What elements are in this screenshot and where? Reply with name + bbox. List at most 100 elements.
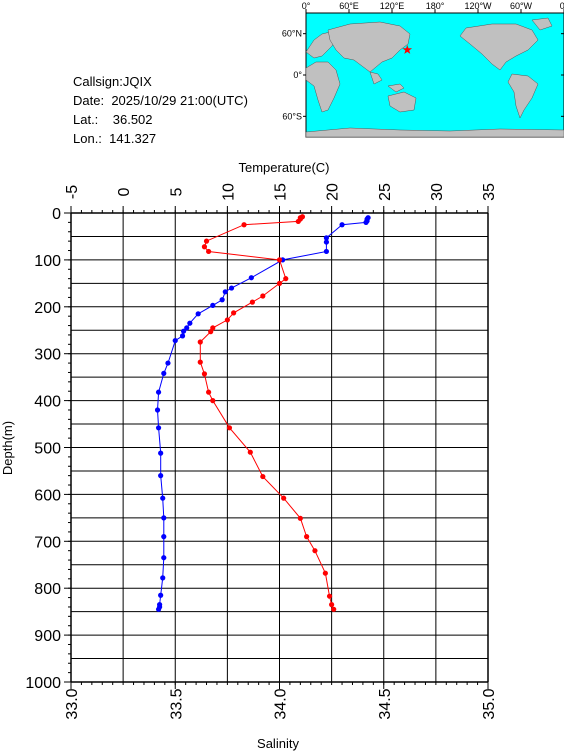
map-lat-tick-label: 60°S: [282, 111, 302, 121]
salinity-point: [329, 602, 335, 608]
map-lon-tick-label: 60°W: [510, 1, 533, 11]
temperature-point: [160, 495, 166, 501]
salinity-point: [249, 299, 255, 305]
salinity-axis-label: Salinity: [257, 736, 299, 751]
temperature-tick-label: 20: [325, 183, 342, 201]
temperature-point: [161, 534, 167, 540]
date-row: Date: 2025/10/29 21:00(UTC): [73, 91, 248, 110]
temperature-point: [219, 297, 225, 303]
lon-label: Lon.:: [73, 131, 102, 146]
temperature-point: [323, 248, 330, 255]
salinity-point: [295, 218, 301, 225]
salinity-point: [201, 244, 208, 250]
temperature-point: [161, 370, 167, 376]
temperature-axis-label: Temperature(C): [238, 160, 329, 175]
temperature-tick-label: 35: [481, 183, 498, 201]
depth-axis-label: Depth(m): [0, 421, 15, 475]
chart-grid: [70, 212, 489, 683]
temperature-point: [154, 407, 161, 413]
salinity-point: [260, 473, 266, 480]
depth-tick-label: 100: [34, 253, 61, 270]
map-lon-tick-label: 60°E: [339, 1, 359, 11]
depth-tick-label: 800: [34, 581, 61, 598]
depth-tick-label: 700: [34, 534, 61, 551]
temperature-tick-label: 5: [168, 187, 185, 196]
salinity-point: [276, 280, 283, 286]
lat-row: Lat.: 36.502: [73, 110, 248, 129]
depth-tick-label: 400: [34, 394, 61, 411]
temperature-tick-label: 0: [116, 187, 133, 196]
temperature-point: [184, 325, 190, 331]
salinity-point: [231, 310, 237, 316]
salinity-point: [331, 606, 337, 612]
depth-tick-label: 500: [34, 441, 61, 458]
world-map-svg: 0° 60°E 120°E 180° 120°W 60°W 0° 60°N 0° 60°S: [282, 1, 564, 138]
salinity-point: [226, 425, 233, 431]
chart-ticks: [64, 206, 489, 689]
salinity-point: [203, 238, 210, 244]
temperature-point: [180, 328, 187, 334]
map-land: [305, 17, 564, 138]
temperature-point: [222, 289, 228, 295]
salinity-point: [283, 276, 289, 282]
salinity-point: [247, 449, 253, 455]
temperature-point: [339, 222, 345, 228]
map-lon-tick-label: 0°: [302, 1, 311, 11]
lat-value: 36.502: [112, 112, 153, 127]
lat-label: Lat.:: [73, 112, 99, 127]
temperature-point: [160, 575, 166, 581]
depth-tick-label: 900: [34, 628, 61, 645]
temperature-point: [161, 515, 167, 521]
temperature-point: [158, 450, 164, 456]
temperature-tick-label: 30: [429, 183, 446, 201]
salinity-point: [304, 534, 310, 540]
depth-tick-label: 200: [34, 300, 61, 317]
salinity-tick-label: 33.0: [64, 688, 81, 719]
lon-value: 141.327: [109, 131, 157, 146]
temperature-point: [158, 473, 164, 479]
temperature-point: [323, 239, 330, 245]
temperature-point: [187, 320, 193, 326]
depth-tick-label: 1000: [25, 675, 61, 692]
chart-series: [154, 214, 371, 612]
temperature-point: [155, 389, 162, 395]
lon-row: Lon.: 141.327: [73, 129, 248, 148]
salinity-point: [197, 359, 203, 365]
salinity-point: [260, 293, 266, 299]
temperature-point: [165, 360, 171, 366]
depth-tick-label: 600: [34, 487, 61, 504]
temperature-point: [172, 337, 178, 344]
salinity-point: [312, 548, 318, 554]
map-lat-tick-label: 0°: [293, 70, 302, 80]
temperature-point: [210, 302, 216, 308]
salinity-point: [208, 329, 214, 335]
temperature-point: [195, 311, 201, 317]
salinity-point: [322, 570, 328, 576]
temperature-point: [363, 219, 369, 225]
temperature-point: [155, 606, 162, 612]
depth-tick-label: 0: [52, 206, 61, 223]
callsign-value: JQIX: [122, 74, 152, 89]
salinity-point: [297, 515, 303, 521]
map-lon-tick-label: 180°: [426, 1, 445, 11]
salinity-point: [206, 248, 212, 255]
temperature-tick-label: -5: [64, 185, 81, 199]
temperature-point: [228, 285, 235, 291]
salinity-point: [281, 495, 287, 501]
callsign-row: Callsign:JQIX: [73, 72, 248, 91]
salinity-tick-label: 33.5: [168, 688, 185, 719]
salinity-point: [326, 593, 333, 599]
date-label: Date:: [73, 93, 105, 108]
map-ticks: 0° 60°E 120°E 180° 120°W 60°W 0° 60°N 0° 60°S: [282, 1, 564, 121]
salinity-tick-label: 34.0: [273, 688, 290, 719]
temperature-point: [161, 555, 167, 561]
temperature-line: [156, 217, 369, 610]
salinity-point: [197, 339, 203, 345]
salinity-tick-label: 34.5: [377, 688, 394, 719]
salinity-point: [206, 389, 212, 395]
salinity-point: [201, 371, 208, 377]
map-lon-tick-label: 0°: [560, 1, 564, 11]
temperature-tick-label: 10: [220, 183, 237, 201]
